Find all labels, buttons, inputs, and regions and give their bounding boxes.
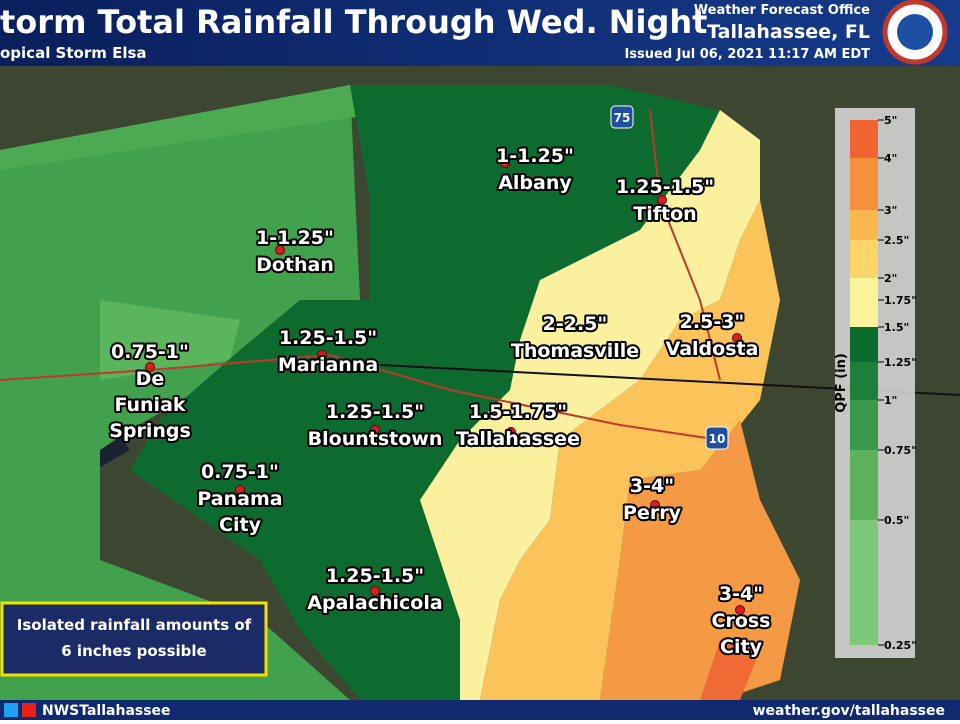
city-amount: 1-1.25" <box>496 145 574 167</box>
location: Tallahassee, FL <box>707 21 870 43</box>
legend-band <box>850 400 878 450</box>
zone-3-4 <box>600 420 800 700</box>
city-dot <box>235 485 245 495</box>
city-amount: 3-4" <box>630 475 674 497</box>
city-name: Panama <box>197 488 282 510</box>
legend-band <box>850 300 878 327</box>
city-dot <box>650 500 660 510</box>
issued: Issued Jul 06, 2021 11:17 AM EDT <box>624 47 870 62</box>
zone-15-2 <box>420 110 760 700</box>
legend-title: QPF (in) <box>834 353 849 413</box>
office: Weather Forecast Office <box>694 3 870 18</box>
city-name: De <box>136 368 165 390</box>
twitter-icon <box>4 703 18 717</box>
title: torm Total Rainfall Through Wed. Night <box>0 3 707 41</box>
city-dot <box>506 427 516 437</box>
city-name: Perry <box>623 502 682 524</box>
city-dot <box>500 158 510 168</box>
zone-1 <box>0 85 370 170</box>
highway-number: 75 <box>614 111 631 125</box>
city-name: Tallahassee <box>456 428 580 450</box>
legend-tick-label: 2.5" <box>884 234 909 247</box>
city-name: Apalachicola <box>307 592 442 614</box>
city-name: Dothan <box>256 254 334 276</box>
legend-tick-label: 2" <box>884 272 897 285</box>
subtitle: opical Storm Elsa <box>0 44 147 62</box>
city-name: City <box>720 636 763 658</box>
city-amount: 0.75-1" <box>201 461 279 483</box>
note-box <box>0 601 268 677</box>
header-bar <box>0 0 960 66</box>
zone-075 <box>100 300 240 380</box>
city-amount: 2.5-3" <box>680 311 745 333</box>
highway-number: 10 <box>709 432 726 446</box>
city-name: Valdosta <box>666 338 759 360</box>
highway-shield <box>610 105 634 129</box>
legend-tick-label: 0.25" <box>884 639 917 652</box>
city-dot <box>657 195 667 205</box>
note-line: Isolated rainfall amounts of <box>17 616 252 634</box>
zone-075-1 <box>0 85 360 700</box>
legend-band <box>850 450 878 520</box>
city-name: Tifton <box>633 203 696 225</box>
footer-bar <box>0 700 960 720</box>
city-amount: 2-2.5" <box>543 313 608 335</box>
legend-band <box>850 362 878 400</box>
city-amount: 1-1.25" <box>256 227 334 249</box>
legend-band <box>850 327 878 362</box>
footer-url: weather.gov/tallahassee <box>753 703 945 719</box>
legend-band <box>850 210 878 240</box>
zone-4-5 <box>700 640 760 700</box>
zone-25-3 <box>480 200 780 700</box>
city-dot <box>145 362 155 372</box>
city-amount: 3-4" <box>719 583 763 605</box>
city-name: Funiak <box>114 394 185 416</box>
highway-shield <box>705 426 729 450</box>
city-dot <box>732 333 742 343</box>
legend-tick-label: 0.5" <box>884 514 909 527</box>
city-name: City <box>219 514 262 536</box>
nws-logo-inner <box>897 14 933 50</box>
city-dot <box>735 605 745 615</box>
city-name: Cross <box>712 610 771 632</box>
city-dot <box>370 586 380 596</box>
city-dot <box>569 345 579 355</box>
legend-tick-label: 1" <box>884 394 897 407</box>
legend-tick-label: 1.75" <box>884 294 917 307</box>
city-name: Springs <box>109 420 191 442</box>
legend-tick-label: 1.5" <box>884 321 909 334</box>
legend-tick-label: 5" <box>884 114 897 127</box>
city-amount: 1.25-1.5" <box>326 565 424 587</box>
legend-tick-label: 0.75" <box>884 444 917 457</box>
city-amount: 1.25-1.5" <box>616 176 714 198</box>
city-dot <box>317 350 327 360</box>
legend-tick-label: 1.25" <box>884 356 917 369</box>
legend-band <box>850 240 878 278</box>
youtube-icon <box>22 703 36 717</box>
city-name: Marianna <box>278 354 378 376</box>
city-amount: 1.5-1.75" <box>469 401 567 423</box>
legend-band <box>850 158 878 210</box>
city-name: Thomasville <box>511 340 639 362</box>
city-amount: 0.75-1" <box>111 341 189 363</box>
legend-band <box>850 120 878 158</box>
footer-handle: NWSTallahassee <box>42 703 171 719</box>
city-amount: 1.25-1.5" <box>326 401 424 423</box>
city-name: Blountstown <box>308 428 443 450</box>
legend-tick-label: 3" <box>884 204 897 217</box>
zone-125-15 <box>130 85 720 700</box>
legend-band <box>850 520 878 645</box>
city-dot <box>370 425 380 435</box>
legend-band <box>850 278 878 300</box>
note-line: 6 inches possible <box>61 642 206 660</box>
city-dot <box>275 245 285 255</box>
city-amount: 1.25-1.5" <box>279 327 377 349</box>
city-name: Albany <box>498 172 572 194</box>
legend-tick-label: 4" <box>884 152 897 165</box>
interstate-roads <box>0 109 721 441</box>
